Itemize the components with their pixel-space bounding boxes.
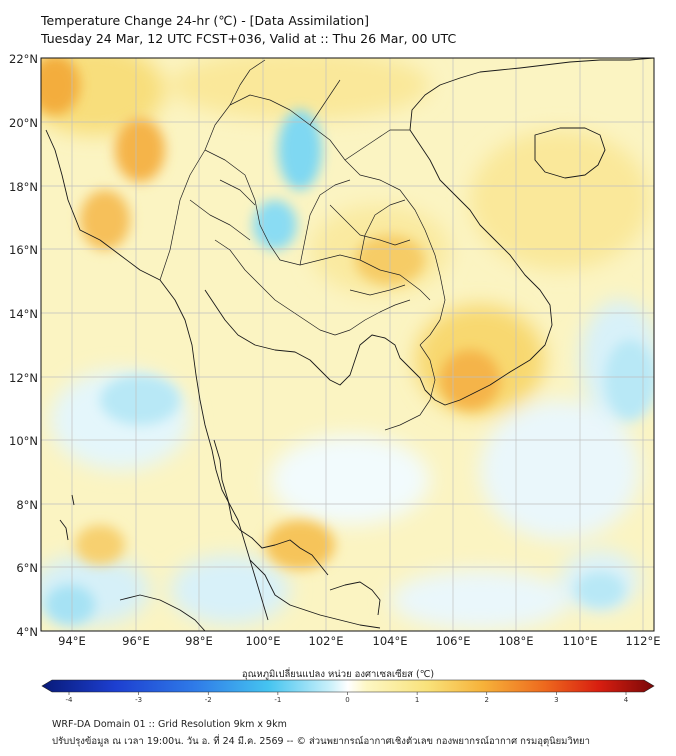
lat-label: 8°N xyxy=(16,498,38,512)
footer-credit: ปรับปรุงข้อมูล ณ เวลา 19:00น. วัน อ. ที่… xyxy=(52,736,590,747)
lon-label: 96°E xyxy=(122,634,150,648)
lat-label: 16°N xyxy=(9,243,38,257)
colorbar-tick-label: -4 xyxy=(66,696,74,704)
colorbar-tick-label: 0 xyxy=(345,696,349,704)
lat-label: 18°N xyxy=(9,180,38,194)
lat-label: 4°N xyxy=(16,625,38,639)
colorbar-tick-label: 1 xyxy=(415,696,419,704)
colorbar-tick-label: -2 xyxy=(205,696,212,704)
footer-model-info: WRF-DA Domain 01 :: Grid Resolution 9km … xyxy=(52,719,287,730)
longitude-labels: 94°E 96°E 98°E 100°E 102°E 104°E 106°E 1… xyxy=(58,634,660,648)
temperature-field xyxy=(41,58,654,631)
colorbar xyxy=(41,679,655,693)
lat-label: 12°N xyxy=(9,371,38,385)
graticule xyxy=(41,58,654,631)
colorbar-tick-label: 4 xyxy=(624,696,629,704)
lon-label: 102°E xyxy=(309,634,344,648)
colorbar-tick-label: -3 xyxy=(135,696,142,704)
lat-label: 6°N xyxy=(16,561,38,575)
lat-label: 10°N xyxy=(9,434,38,448)
latitude-labels: 22°N 20°N 18°N 16°N 14°N 12°N 10°N 8°N 6… xyxy=(9,52,38,639)
lon-label: 112°E xyxy=(626,634,661,648)
colorbar-tick-label: 2 xyxy=(485,696,489,704)
lat-label: 22°N xyxy=(9,52,38,66)
lon-label: 110°E xyxy=(563,634,598,648)
colorbar-tick-label: -1 xyxy=(274,696,281,704)
colorbar-tick-label: 3 xyxy=(554,696,558,704)
lat-label: 20°N xyxy=(9,116,38,130)
lon-label: 100°E xyxy=(246,634,281,648)
map-subtitle: Tuesday 24 Mar, 12 UTC FCST+036, Valid a… xyxy=(41,31,457,46)
lat-label: 14°N xyxy=(9,307,38,321)
coastlines xyxy=(45,58,654,631)
lon-label: 94°E xyxy=(58,634,86,648)
colorbar-ticks: -4 -3 -2 -1 0 1 2 3 4 xyxy=(66,692,629,704)
plot-frame xyxy=(40,57,655,632)
colorbar-title: อุณหภูมิเปลี่ยนแปลง หน่วย องศาเซลเซียส (… xyxy=(241,669,435,680)
lon-label: 104°E xyxy=(373,634,408,648)
admin-borders xyxy=(159,59,446,431)
lon-label: 98°E xyxy=(185,634,213,648)
lon-label: 106°E xyxy=(436,634,471,648)
lon-label: 108°E xyxy=(499,634,534,648)
map-title: Temperature Change 24-hr (℃) - [Data Ass… xyxy=(41,13,370,28)
